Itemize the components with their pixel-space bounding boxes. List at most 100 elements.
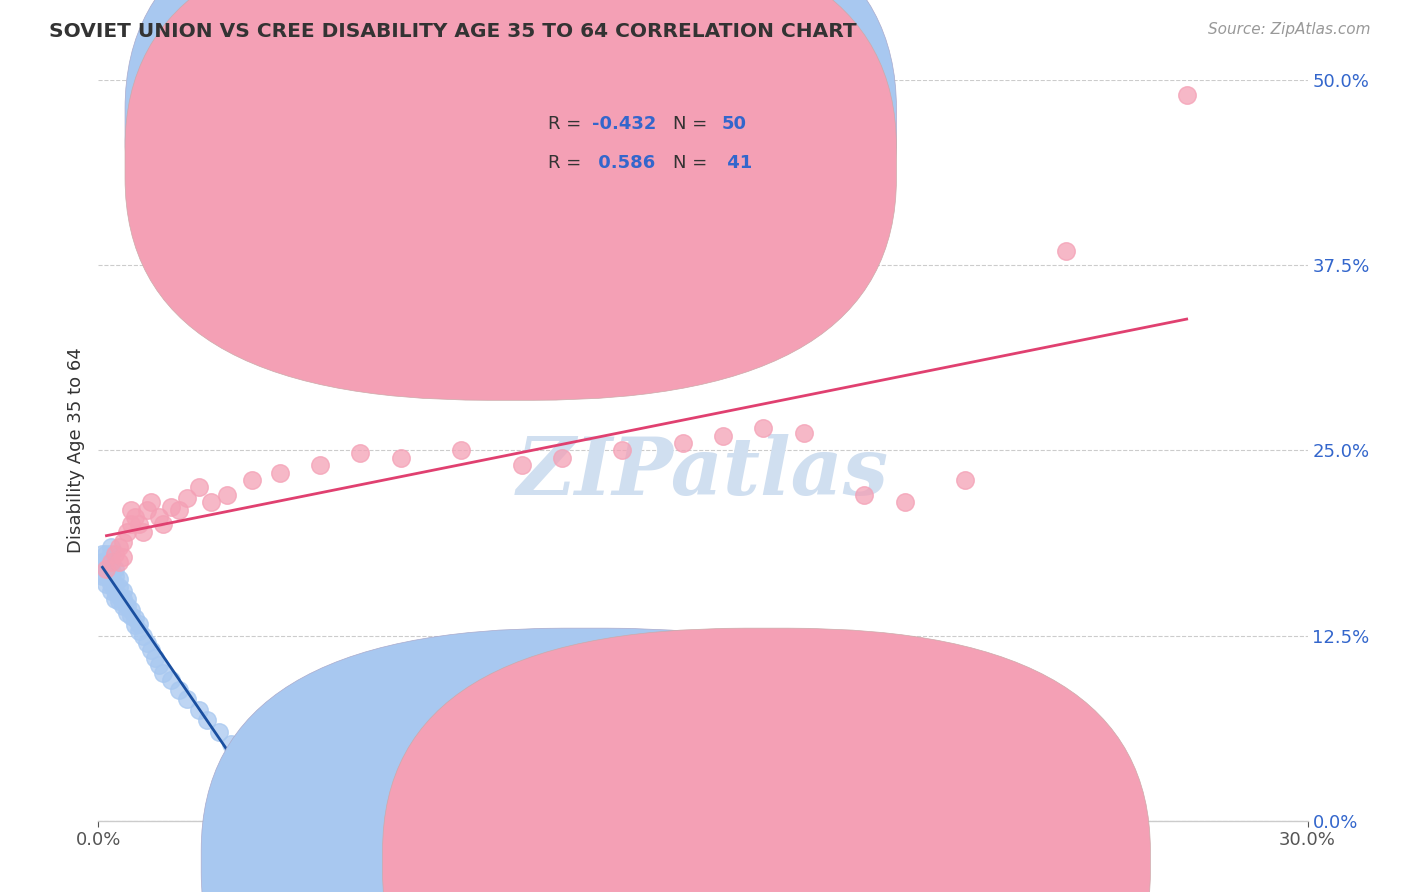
Point <box>115 607 138 621</box>
Point <box>139 643 162 657</box>
Point <box>124 611 146 625</box>
Point <box>132 524 155 539</box>
Point <box>135 636 157 650</box>
Point <box>111 584 134 599</box>
Point <box>510 458 533 473</box>
FancyBboxPatch shape <box>125 0 897 362</box>
Point <box>200 495 222 509</box>
Point <box>100 576 122 591</box>
Point <box>953 473 976 487</box>
FancyBboxPatch shape <box>201 628 969 892</box>
FancyBboxPatch shape <box>125 0 897 401</box>
Point <box>103 584 125 599</box>
Point <box>107 555 129 569</box>
Point <box>167 683 190 698</box>
Point <box>217 488 239 502</box>
Text: 41: 41 <box>721 153 752 171</box>
Point <box>135 502 157 516</box>
Point <box>160 500 183 514</box>
Point <box>120 609 142 624</box>
Point <box>450 443 472 458</box>
Point <box>120 517 142 532</box>
Point <box>128 616 150 631</box>
Point <box>96 555 118 569</box>
Point <box>103 591 125 606</box>
Point <box>124 618 146 632</box>
Point <box>269 466 291 480</box>
Point <box>103 576 125 591</box>
Point <box>853 488 876 502</box>
Point <box>107 589 129 603</box>
FancyBboxPatch shape <box>382 628 1150 892</box>
Point <box>349 446 371 460</box>
Text: Source: ZipAtlas.com: Source: ZipAtlas.com <box>1208 22 1371 37</box>
Point <box>115 599 138 613</box>
Point <box>100 555 122 569</box>
Point <box>91 547 114 561</box>
Point <box>111 599 134 613</box>
Point <box>96 569 118 583</box>
Point <box>167 502 190 516</box>
Point <box>111 550 134 565</box>
Point <box>148 510 170 524</box>
Text: 50: 50 <box>721 115 747 133</box>
Point <box>240 747 263 761</box>
Point <box>115 591 138 606</box>
Point <box>100 569 122 583</box>
Point <box>103 562 125 576</box>
Text: R =: R = <box>548 153 588 171</box>
Point <box>120 603 142 617</box>
Point <box>893 495 915 509</box>
Point <box>100 555 122 569</box>
Point <box>221 737 243 751</box>
Point <box>100 540 122 554</box>
Point <box>128 624 150 639</box>
Text: ZIPatlas: ZIPatlas <box>517 434 889 511</box>
Point <box>107 540 129 554</box>
Point <box>612 443 634 458</box>
Point <box>188 703 211 717</box>
Point <box>389 450 412 465</box>
Point <box>152 517 174 532</box>
Text: N =: N = <box>672 115 713 133</box>
Point <box>752 421 775 435</box>
Point <box>96 576 118 591</box>
Point <box>120 502 142 516</box>
Point <box>148 658 170 673</box>
Text: -0.432: -0.432 <box>592 115 657 133</box>
Point <box>208 724 231 739</box>
Point <box>96 547 118 561</box>
Point <box>176 491 198 505</box>
Point <box>1054 244 1077 258</box>
Point <box>132 628 155 642</box>
Point <box>139 495 162 509</box>
Point <box>195 713 218 727</box>
Point <box>91 555 114 569</box>
Point <box>107 594 129 608</box>
Point <box>240 473 263 487</box>
Text: Cree: Cree <box>803 853 841 871</box>
Point <box>96 562 118 576</box>
Text: SOVIET UNION VS CREE DISABILITY AGE 35 TO 64 CORRELATION CHART: SOVIET UNION VS CREE DISABILITY AGE 35 T… <box>49 22 856 41</box>
Text: Soviet Union: Soviet Union <box>621 853 725 871</box>
Point <box>128 517 150 532</box>
Point <box>152 665 174 680</box>
Point <box>100 547 122 561</box>
Point <box>124 510 146 524</box>
Point <box>111 591 134 606</box>
Point <box>107 572 129 586</box>
Point <box>711 428 734 442</box>
Point <box>188 480 211 494</box>
Text: 0.586: 0.586 <box>592 153 655 171</box>
Point <box>100 584 122 599</box>
Point <box>551 450 574 465</box>
Y-axis label: Disability Age 35 to 64: Disability Age 35 to 64 <box>66 348 84 553</box>
Point <box>111 535 134 549</box>
Point <box>176 692 198 706</box>
Text: N =: N = <box>672 153 713 171</box>
Point <box>100 562 122 576</box>
Point <box>107 580 129 594</box>
Point <box>309 458 332 473</box>
Point <box>96 562 118 576</box>
Point <box>160 673 183 687</box>
